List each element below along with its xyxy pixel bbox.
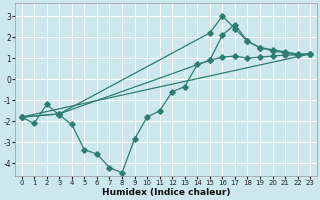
X-axis label: Humidex (Indice chaleur): Humidex (Indice chaleur) bbox=[102, 188, 230, 197]
